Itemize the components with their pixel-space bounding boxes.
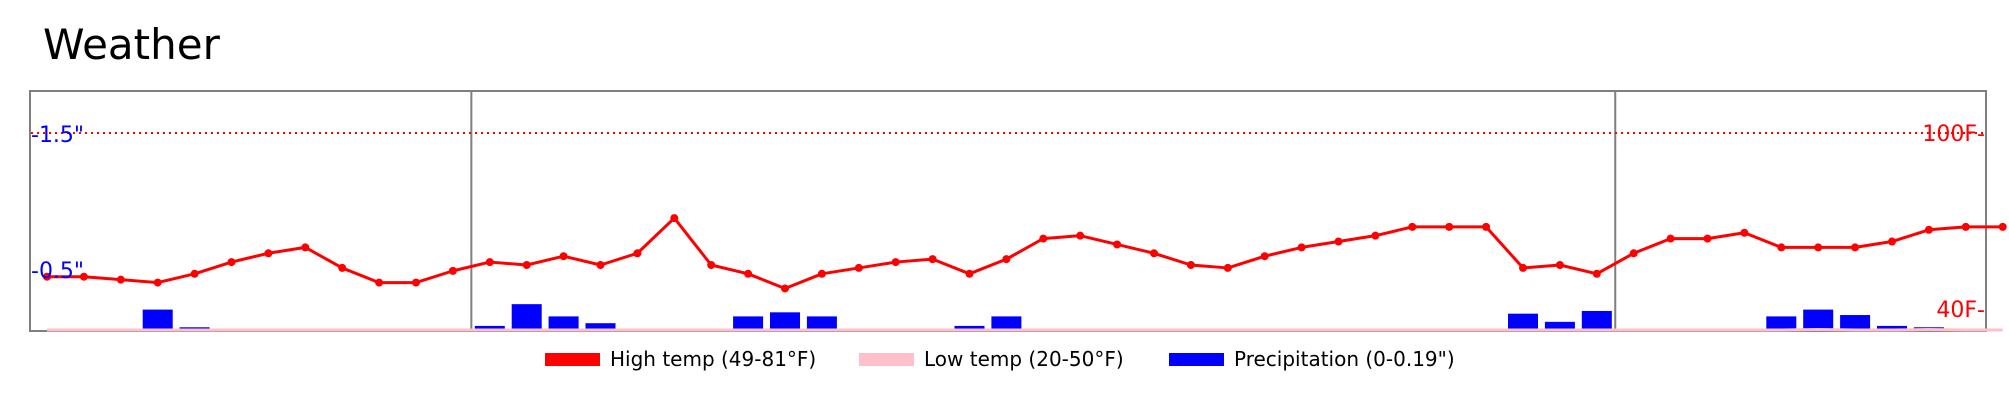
- precip-bar: [733, 316, 764, 330]
- high-temp-point: [854, 263, 863, 272]
- high-temp-point: [744, 269, 753, 278]
- precip-bar: [474, 325, 505, 330]
- high-temp-point: [227, 258, 236, 267]
- high-temp-line: [47, 216, 2003, 290]
- precip-bar: [1766, 316, 1797, 330]
- legend-item-precip: Precipitation (0-0.19"): [1169, 344, 1455, 374]
- high-temp-point: [633, 249, 642, 258]
- high-temp-point: [965, 269, 974, 278]
- temp-tick-label: 40F-: [1936, 298, 1985, 323]
- legend-swatch-precip: [1169, 352, 1224, 366]
- high-temp-point: [116, 275, 125, 284]
- high-temp-point: [1519, 263, 1527, 272]
- high-temp-point: [1002, 255, 1011, 264]
- precip-bar: [1803, 309, 1834, 330]
- high-temp-series: [43, 214, 2007, 293]
- high-temp-point: [707, 261, 716, 270]
- legend-swatch-low: [859, 352, 914, 366]
- precip-bar: [1581, 310, 1612, 330]
- high-temp-point: [670, 214, 679, 223]
- legend: High temp (49-81°F) Low temp (20-50°F) P…: [0, 344, 2009, 374]
- high-temp-point: [1740, 228, 1749, 237]
- high-temp-point: [1629, 249, 1638, 258]
- precip-bar: [142, 309, 173, 330]
- precip-bar: [1508, 313, 1538, 330]
- high-temp-point: [781, 284, 789, 293]
- high-temp-point: [1961, 222, 1970, 231]
- precip-bar: [806, 316, 837, 330]
- precipitation-bars: [142, 304, 1944, 330]
- high-temp-point: [928, 255, 937, 264]
- high-temp-point: [1851, 243, 1860, 252]
- high-temp-point: [338, 263, 347, 272]
- high-temp-point: [1555, 261, 1564, 270]
- temp-tick-label: 100F-: [1922, 122, 1985, 147]
- high-temp-point: [1777, 243, 1786, 252]
- high-temp-point: [1814, 243, 1823, 252]
- precip-bar: [991, 316, 1022, 330]
- precip-bar: [954, 325, 985, 330]
- high-temp-point: [375, 278, 384, 287]
- high-temp-point: [1113, 240, 1122, 249]
- legend-item-high: High temp (49-81°F): [545, 344, 816, 374]
- precip-tick-label: -1.5": [31, 123, 84, 148]
- precip-bar: [585, 323, 616, 330]
- high-temp-point: [1703, 234, 1712, 243]
- high-temp-point: [448, 266, 457, 275]
- high-temp-point: [1371, 231, 1380, 240]
- high-temp-point: [891, 258, 900, 267]
- high-temp-point: [1592, 269, 1601, 278]
- high-temp-point: [522, 261, 531, 270]
- legend-label-high: High temp (49-81°F): [610, 347, 817, 371]
- month-separators: [470, 91, 1617, 331]
- high-temp-point: [301, 243, 310, 252]
- precip-bar: [511, 304, 542, 330]
- high-temp-point: [1888, 237, 1896, 246]
- legend-item-low: Low temp (20-50°F): [859, 344, 1124, 374]
- temp-axis-ticks: 100F- 40F-: [1922, 122, 1985, 323]
- precip-tick-label: -0.5": [31, 259, 84, 284]
- precip-bar: [1544, 321, 1575, 330]
- high-temp-point: [817, 269, 826, 278]
- high-temp-point: [264, 249, 273, 258]
- high-temp-point: [412, 278, 420, 287]
- high-temp-point: [596, 261, 605, 270]
- high-temp-point: [559, 252, 568, 261]
- high-temp-point: [1297, 243, 1306, 252]
- precip-bar: [1840, 315, 1871, 330]
- precip-axis-ticks: -1.5" -0.5": [31, 123, 84, 284]
- high-temp-point: [1076, 231, 1085, 240]
- high-temp-point: [1334, 237, 1343, 246]
- high-temp-point: [1150, 249, 1158, 258]
- high-temp-point: [1408, 222, 1417, 231]
- high-temp-point: [1223, 263, 1232, 272]
- precip-bar: [770, 312, 800, 330]
- chart-title: Weather: [43, 20, 220, 69]
- high-temp-point: [1260, 252, 1269, 261]
- high-temp-point: [485, 258, 494, 267]
- precip-bar: [1877, 325, 1907, 330]
- plot-frame: [29, 90, 1987, 332]
- high-temp-point: [1039, 234, 1048, 243]
- high-temp-point: [1924, 225, 1933, 234]
- high-temp-point: [43, 272, 51, 281]
- high-temp-point: [1666, 234, 1675, 243]
- high-temp-point: [79, 272, 88, 281]
- precip-bar: [548, 316, 579, 330]
- legend-swatch-high: [545, 352, 600, 366]
- high-temp-point: [1186, 261, 1195, 270]
- high-temp-point: [1998, 222, 2007, 231]
- high-temp-point: [1482, 222, 1491, 231]
- high-temp-point: [1445, 222, 1454, 231]
- high-temp-point: [190, 269, 199, 278]
- high-temp-point: [153, 278, 162, 287]
- legend-label-precip: Precipitation (0-0.19"): [1234, 347, 1455, 371]
- legend-label-low: Low temp (20-50°F): [924, 347, 1124, 371]
